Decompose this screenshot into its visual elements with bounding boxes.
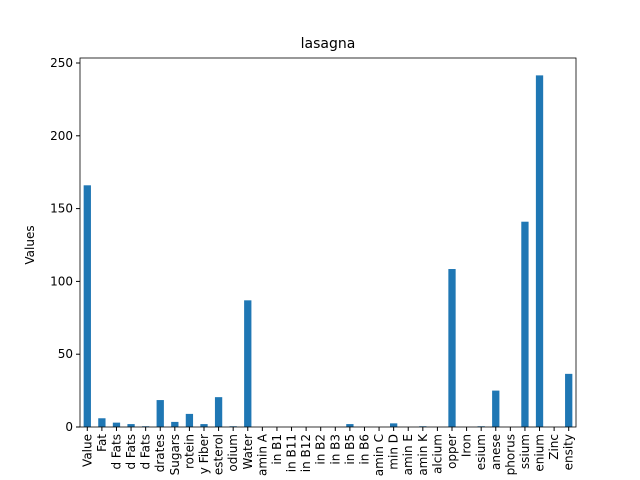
x-tick-label: esium — [474, 434, 488, 470]
x-tick-label: in B12 — [299, 434, 313, 472]
bar — [127, 424, 135, 427]
bar — [244, 300, 252, 427]
bar — [200, 424, 208, 427]
x-tick-label: y Fiber — [197, 434, 211, 474]
x-tick-label: amin A — [255, 433, 269, 476]
x-tick-label: d Fats — [124, 434, 138, 470]
bar — [448, 269, 456, 427]
x-tick-label: Fat — [95, 434, 109, 452]
y-tick-label: 0 — [65, 420, 73, 434]
x-tick-label: alcium — [430, 434, 444, 474]
x-tick-label: Zinc — [547, 434, 561, 460]
chart-title: lasagna — [301, 36, 356, 52]
bar — [521, 221, 529, 427]
y-tick-label: 200 — [50, 129, 73, 143]
x-tick-label: ensity — [562, 434, 576, 470]
x-tick-label: d Fats — [109, 434, 123, 470]
bar — [535, 75, 544, 427]
y-tick-label: 100 — [50, 274, 73, 288]
bar — [83, 185, 91, 427]
bar — [214, 397, 223, 427]
x-tick-label: rotein — [182, 434, 196, 469]
x-tick-label: amin E — [401, 434, 415, 475]
x-tick-label: in B6 — [357, 434, 371, 465]
bar — [565, 373, 573, 427]
x-tick-label: drates — [153, 434, 167, 472]
x-tick-label: Iron — [460, 434, 474, 457]
x-tick-label: odium — [226, 434, 240, 472]
x-tick-label: Sugars — [168, 434, 182, 475]
x-tick-label: d Fats — [139, 434, 153, 470]
bar — [156, 400, 164, 427]
x-tick-label: in B2 — [314, 434, 328, 465]
x-tick-label: in B1 — [270, 434, 284, 465]
y-axis-label: Values — [23, 225, 37, 264]
x-tick-label: Value — [80, 434, 94, 467]
x-tick-label: esterol — [212, 434, 226, 475]
x-tick-label: Water — [241, 434, 255, 470]
plot-frame — [79, 57, 577, 428]
x-tick-label: amin C — [372, 434, 386, 476]
y-tick-label: 150 — [50, 202, 73, 216]
y-tick-label: 250 — [50, 56, 73, 70]
x-tick-label: in B11 — [285, 434, 299, 472]
bar — [346, 424, 354, 427]
bar — [171, 421, 179, 427]
x-tick-label: amin K — [416, 433, 430, 476]
x-tick-label: anese — [489, 434, 503, 470]
x-tick-label: in B3 — [328, 434, 342, 465]
x-tick-label: phorus — [503, 434, 517, 475]
bar — [98, 418, 106, 427]
x-tick-label: opper — [445, 434, 459, 469]
bar — [112, 422, 121, 427]
x-tick-label: ssium — [518, 434, 532, 469]
bar — [492, 390, 500, 427]
x-tick-label: enium — [533, 434, 547, 472]
bar — [185, 413, 194, 427]
bar — [390, 423, 398, 427]
x-tick-label: min D — [387, 434, 401, 470]
y-tick-label: 50 — [58, 347, 73, 361]
x-tick-label: in B5 — [343, 434, 357, 465]
